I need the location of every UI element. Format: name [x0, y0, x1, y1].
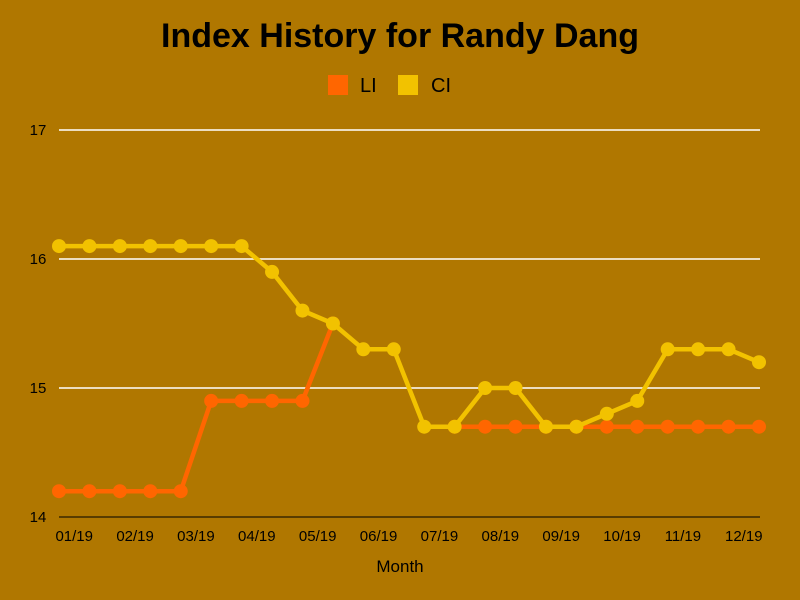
data-point	[569, 419, 584, 434]
data-point	[660, 342, 675, 357]
data-point	[295, 393, 310, 408]
data-point	[173, 484, 188, 499]
y-axis-ticks: 14 15 16 17	[30, 122, 47, 526]
series-li	[52, 316, 766, 499]
data-point	[112, 484, 127, 499]
x-tick-label: 03/19	[177, 528, 215, 545]
y-tick-label: 14	[30, 509, 47, 526]
x-tick-label: 07/19	[421, 528, 459, 545]
data-point	[417, 419, 432, 434]
data-point	[752, 355, 766, 370]
x-tick-label: 09/19	[542, 528, 580, 545]
chart-title: Index History for Randy Dang	[161, 17, 639, 55]
data-point	[630, 419, 645, 434]
data-point	[143, 239, 158, 254]
x-tick-label: 08/19	[482, 528, 520, 545]
series-ci	[52, 239, 766, 434]
data-point	[52, 239, 66, 254]
data-point	[508, 419, 523, 434]
x-tick-label: 10/19	[603, 528, 641, 545]
data-point	[478, 419, 493, 434]
x-axis-label: Month	[376, 557, 423, 576]
x-tick-label: 11/19	[665, 528, 701, 545]
data-point	[234, 239, 249, 254]
x-tick-label: 05/19	[299, 528, 337, 545]
data-point	[599, 406, 614, 421]
data-point	[173, 239, 188, 254]
series-line	[56, 321, 336, 494]
y-tick-label: 17	[30, 122, 47, 139]
legend: LI CI	[328, 75, 451, 97]
data-point	[752, 419, 766, 434]
data-point	[204, 393, 219, 408]
legend-label-li: LI	[360, 75, 377, 97]
data-point	[295, 303, 310, 318]
data-point	[82, 239, 97, 254]
data-point	[52, 484, 66, 499]
data-point	[234, 393, 249, 408]
data-point	[386, 342, 401, 357]
data-point	[538, 419, 553, 434]
x-tick-label: 06/19	[360, 528, 398, 545]
data-point	[265, 264, 280, 279]
data-point	[599, 419, 614, 434]
x-axis-ticks: 01/19 02/19 03/19 04/19 05/19 06/19 07/19 08/19…	[55, 528, 762, 545]
data-point	[447, 419, 462, 434]
data-point	[143, 484, 158, 499]
grid	[59, 129, 760, 518]
data-point	[691, 419, 706, 434]
x-tick-label: 01/19	[55, 528, 93, 545]
y-tick-label: 16	[30, 251, 47, 268]
data-point	[721, 342, 736, 357]
data-point	[630, 393, 645, 408]
data-point	[82, 484, 97, 499]
series	[52, 239, 766, 499]
x-tick-label: 04/19	[238, 528, 276, 545]
x-tick-label: 12/19	[725, 528, 763, 545]
data-point	[265, 393, 280, 408]
legend-label-ci: CI	[431, 75, 451, 97]
data-point	[204, 239, 219, 254]
data-point	[325, 316, 340, 331]
legend-swatch-li	[328, 75, 348, 95]
y-tick-label: 15	[30, 380, 47, 397]
data-point	[356, 342, 371, 357]
data-point	[660, 419, 675, 434]
legend-swatch-ci	[398, 75, 418, 95]
data-point	[508, 381, 523, 395]
x-tick-label: 02/19	[116, 528, 154, 545]
data-point	[721, 419, 736, 434]
data-point	[112, 239, 127, 254]
series-line	[56, 243, 762, 429]
data-point	[478, 381, 493, 395]
data-point	[691, 342, 706, 357]
